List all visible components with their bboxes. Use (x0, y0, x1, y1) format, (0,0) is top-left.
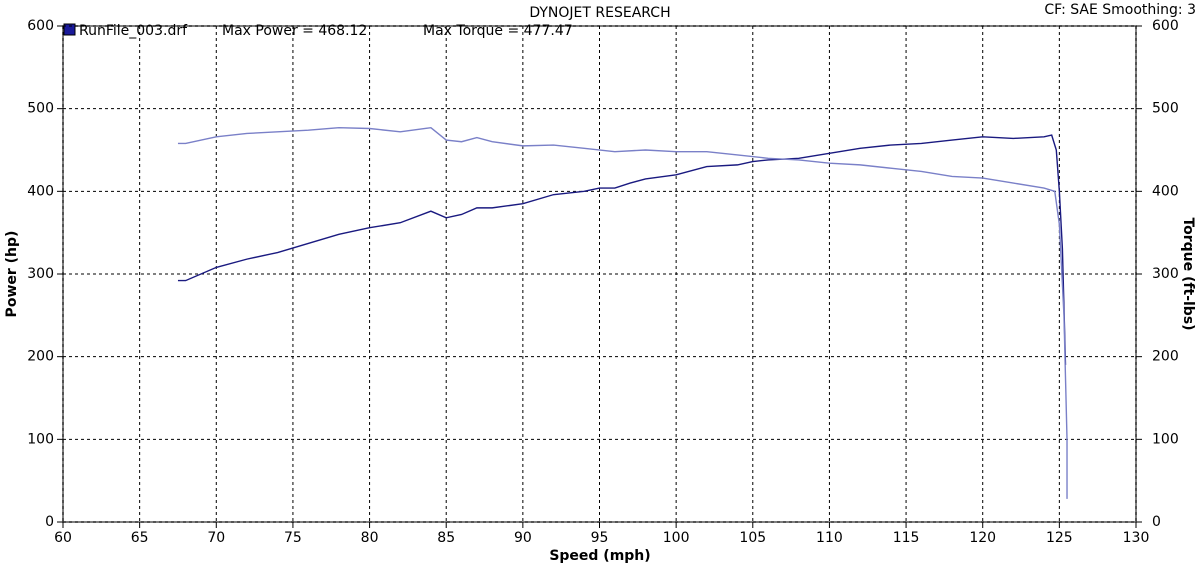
y2-tick-label: 400 (1152, 183, 1179, 199)
y2-tick-label: 100 (1152, 431, 1179, 447)
y-tick-label: 400 (27, 183, 54, 199)
legend-swatch (63, 23, 76, 36)
y-tick-label: 200 (27, 349, 54, 365)
max-torque-label: Max Torque = 477.47 (423, 23, 573, 39)
x-tick-label: 60 (54, 530, 72, 546)
y2-tick-label: 600 (1152, 18, 1179, 34)
x-tick-label: 65 (131, 530, 149, 546)
x-tick-label: 75 (284, 530, 302, 546)
x-tick-label: 105 (739, 530, 766, 546)
y-axis-label: Power (hp) (4, 231, 20, 318)
y2-tick-label: 0 (1152, 514, 1161, 530)
x-tick-label: 130 (1123, 530, 1150, 546)
y-tick-label: 300 (27, 266, 54, 282)
y-tick-label: 500 (27, 101, 54, 117)
y-tick-label: 0 (45, 514, 54, 530)
x-tick-label: 110 (816, 530, 843, 546)
max-power-label: Max Power = 468.12 (222, 23, 367, 39)
y2-tick-label: 500 (1152, 101, 1179, 117)
series-line (177, 126, 1068, 499)
settings-label: CF: SAE Smoothing: 3 (1044, 2, 1196, 18)
y-tick-label: 100 (27, 431, 54, 447)
x-tick-label: 95 (591, 530, 609, 546)
x-tick-label: 115 (893, 530, 920, 546)
x-tick-label: 80 (361, 530, 379, 546)
series-line (177, 134, 1067, 365)
y2-tick-label: 200 (1152, 349, 1179, 365)
x-tick-label: 85 (437, 530, 455, 546)
x-tick-label: 100 (663, 530, 690, 546)
y-tick-label: 600 (27, 18, 54, 34)
x-tick-label: 90 (514, 530, 532, 546)
y2-axis-label: Torque (ft-lbs) (1180, 217, 1196, 330)
x-tick-label: 120 (969, 530, 996, 546)
x-tick-label: 125 (1046, 530, 1073, 546)
x-tick-label: 70 (207, 530, 225, 546)
legend-label: RunFile_003.drf (79, 23, 188, 39)
y2-tick-label: 300 (1152, 266, 1179, 282)
x-axis-label: Speed (mph) (549, 548, 650, 564)
chart-title: DYNOJET RESEARCH (529, 5, 670, 21)
